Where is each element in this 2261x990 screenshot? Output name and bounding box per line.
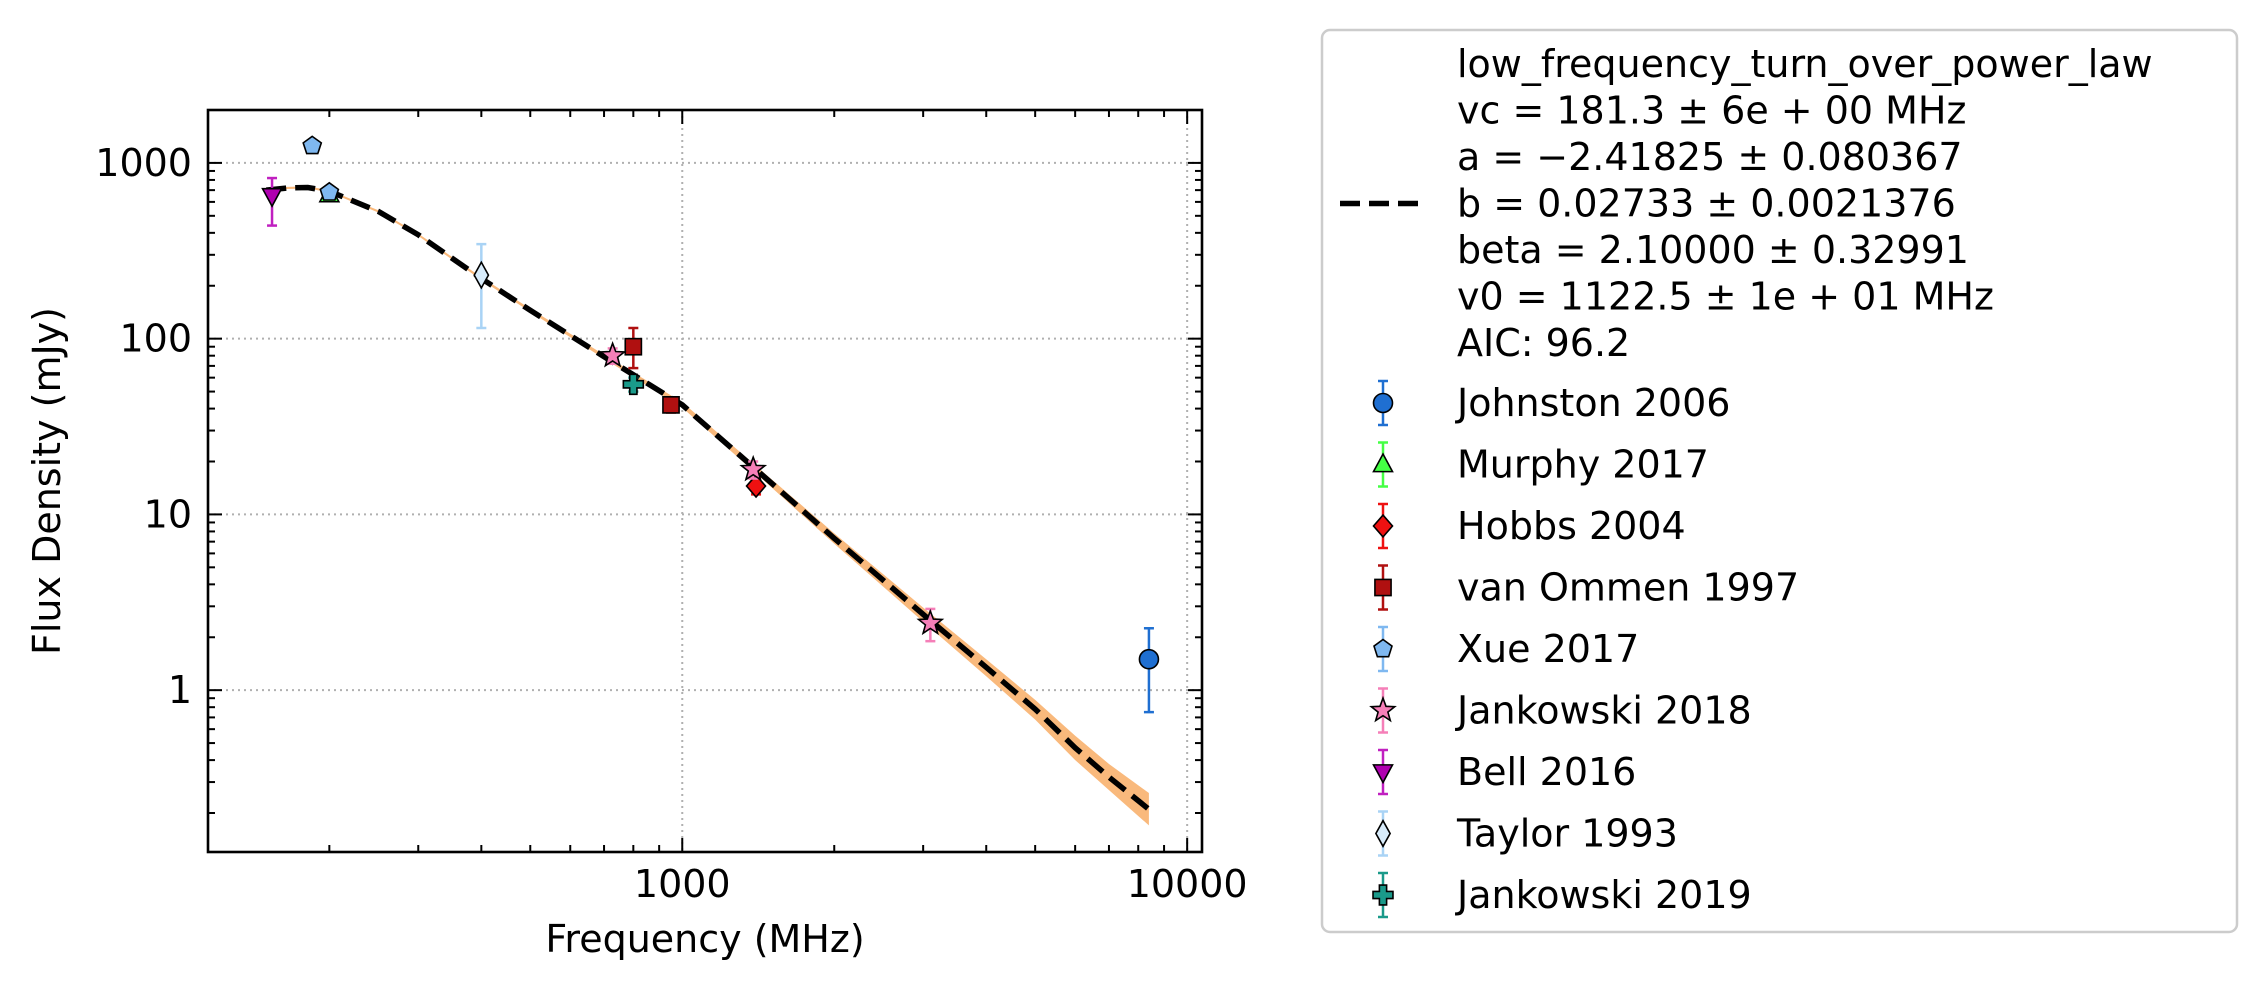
x-axis-label: Frequency (MHz) — [545, 917, 864, 961]
data-point — [302, 135, 323, 155]
legend-fit-text: a = −2.41825 ± 0.080367 — [1457, 135, 1963, 179]
legend-entry: Murphy 2017 — [1372, 441, 1709, 488]
data-point — [598, 341, 627, 368]
data-point — [916, 608, 945, 636]
axes-frame — [206, 108, 1204, 854]
x-tick-label: 10000 — [1127, 862, 1248, 906]
series-van-ommen-1997 — [624, 326, 680, 414]
data-point — [319, 181, 340, 201]
legend-marker — [1374, 578, 1392, 597]
fit-uncertainty-band — [266, 186, 1149, 826]
data-point — [261, 187, 283, 208]
legend-entry: Jankowski 2018 — [1369, 687, 1752, 734]
x-tick-label: 1000 — [634, 862, 731, 906]
y-tick-label: 10 — [144, 492, 192, 536]
legend-fit-text: beta = 2.10000 ± 0.32991 — [1457, 228, 1969, 272]
legend-entry: Jankowski 2019 — [1372, 871, 1752, 919]
legend-entry: Bell 2016 — [1372, 748, 1636, 796]
legend-marker — [1369, 695, 1397, 723]
legend-fit-text: low_frequency_turn_over_power_law — [1457, 42, 2153, 86]
series-bell-2016 — [261, 176, 283, 227]
legend-marker — [1372, 452, 1394, 473]
y-tick-label: 100 — [119, 317, 192, 361]
data-points-layer — [261, 135, 1160, 714]
data-point — [745, 473, 767, 499]
legend-marker — [1374, 819, 1392, 848]
data-point — [662, 395, 680, 414]
plot-frame — [206, 108, 1204, 854]
legend-marker — [1372, 392, 1394, 414]
series-johnston-2006 — [1138, 627, 1160, 714]
legend-fit-text: vc = 181.3 ± 6e + 00 MHz — [1457, 89, 1966, 133]
legend-label: Taylor 1993 — [1456, 812, 1678, 856]
axis-ticks: 1000 10000 1 10 100 1000 — [95, 110, 1248, 906]
legend-entry: Johnston 2006 — [1372, 379, 1730, 427]
legend-entry: Hobbs 2004 — [1372, 502, 1686, 550]
y-axis-label: Flux Density (mJy) — [25, 307, 69, 655]
legend-label: Murphy 2017 — [1457, 443, 1709, 487]
data-point — [624, 337, 643, 356]
legend-entry: van Ommen 1997 — [1374, 564, 1799, 611]
series-taylor-1993 — [473, 242, 490, 330]
data-point-error-bar — [1143, 627, 1154, 714]
data-point — [739, 454, 768, 482]
legend-label: Johnston 2006 — [1455, 381, 1730, 425]
y-tick-label: 1000 — [95, 141, 192, 185]
legend-label: Xue 2017 — [1457, 627, 1639, 671]
series-xue-2017 — [302, 135, 340, 201]
legend-label: Jankowski 2018 — [1455, 689, 1752, 733]
legend-entry: Taylor 1993 — [1374, 810, 1678, 857]
series-jankowski-2019 — [622, 373, 645, 396]
legend-label: van Ommen 1997 — [1457, 566, 1799, 610]
data-point — [622, 373, 645, 396]
data-point — [1138, 648, 1160, 670]
legend-entry: Xue 2017 — [1373, 625, 1639, 673]
fit-line-layer — [266, 184, 1151, 812]
legend-box — [1320, 28, 2239, 934]
legend-marker — [1373, 638, 1393, 658]
legend-fit-text: b = 0.02733 ± 0.0021376 — [1457, 182, 1956, 226]
legend-label: Hobbs 2004 — [1457, 504, 1686, 548]
legend-marker — [1372, 513, 1394, 539]
legend-marker — [1372, 764, 1394, 785]
legend-fit-text: v0 = 1122.5 ± 1e + 01 MHz — [1457, 275, 1994, 319]
legend-label: Bell 2016 — [1457, 750, 1636, 794]
legend-label: Jankowski 2019 — [1455, 873, 1752, 917]
fit-line — [266, 184, 1151, 812]
y-tick-label: 1 — [168, 668, 192, 712]
data-point — [473, 260, 490, 290]
fit-band-layer — [266, 186, 1149, 826]
series-jankowski-2018 — [598, 341, 945, 643]
grid — [208, 110, 1202, 852]
legend-fit-text: AIC: 96.2 — [1457, 321, 1630, 365]
legend-marker — [1372, 884, 1394, 906]
